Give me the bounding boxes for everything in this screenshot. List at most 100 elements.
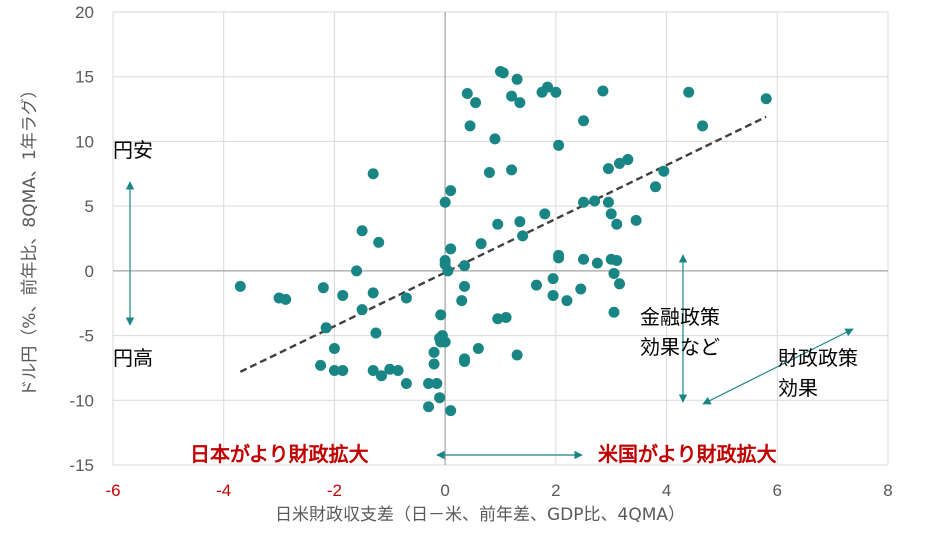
- scatter-point: [464, 120, 476, 132]
- scatter-point: [483, 166, 495, 178]
- scatter-point: [367, 168, 379, 180]
- scatter-point: [392, 365, 404, 377]
- scatter-point: [630, 214, 642, 226]
- y-tick-label: -10: [69, 391, 94, 410]
- scatter-point: [431, 377, 443, 389]
- scatter-point: [428, 346, 440, 358]
- x-tick-label: 8: [883, 481, 892, 500]
- scatter-point: [423, 377, 435, 389]
- scatter-point: [658, 165, 670, 177]
- scatter-point: [439, 336, 451, 348]
- scatter-point: [578, 115, 590, 127]
- scatter-point: [370, 327, 382, 339]
- scatter-point: [234, 280, 246, 292]
- scatter-point: [553, 249, 565, 261]
- scatter-point: [608, 306, 620, 318]
- y-tick-label: 0: [85, 262, 94, 281]
- scatter-point: [351, 265, 363, 277]
- trendline: [239, 115, 767, 373]
- yen-strong-label: 円高: [113, 346, 153, 370]
- x-tick-label: 0: [440, 481, 449, 500]
- scatter-point: [445, 185, 457, 197]
- yen-weak-label: 円安: [113, 138, 153, 162]
- y-axis-title: ドル円（%、前年比、8QMA、1年ラグ）: [20, 81, 40, 396]
- scatter-point: [445, 405, 457, 417]
- zero-axes: [113, 12, 888, 465]
- y-tick-label: -15: [69, 456, 94, 475]
- scatter-point: [328, 365, 340, 377]
- scatter-point: [280, 293, 292, 305]
- scatter-point: [506, 90, 518, 102]
- scatter-point: [622, 154, 634, 166]
- x-tick-label: -2: [327, 481, 342, 500]
- fiscal-policy-label-line1: 財政政策: [778, 346, 858, 370]
- scatter-point: [517, 230, 529, 242]
- x-tick-label: 2: [551, 481, 560, 500]
- scatter-point: [317, 282, 329, 294]
- scatter-point: [506, 164, 518, 176]
- tick-labels: -6 -4 -2 0 2 4 6 8 -15 -10 -5 0 5 10 15 20: [69, 3, 892, 500]
- scatter-point: [492, 218, 504, 230]
- scatter-point: [492, 313, 504, 325]
- scatter-point: [489, 133, 501, 145]
- scatter-point: [608, 267, 620, 279]
- scatter-point: [611, 218, 623, 230]
- scatter-point: [602, 163, 614, 175]
- annotations: 円安 円高 日本がより財政拡大 米国がより財政拡大 金融政策 効果など 財政政策…: [113, 138, 858, 466]
- scatter-point: [470, 97, 482, 109]
- scatter-point: [375, 370, 387, 382]
- monetary-policy-label-line2: 効果など: [640, 335, 720, 359]
- scatter-point: [514, 97, 526, 109]
- scatter-point: [459, 355, 471, 367]
- scatter-point: [428, 358, 440, 370]
- scatter-point: [367, 365, 379, 377]
- y-tick-label: 5: [85, 197, 94, 216]
- annotation-arrows: [125, 181, 854, 460]
- gridlines: [112, 11, 889, 466]
- scatter-point: [373, 236, 385, 248]
- scatter-point: [472, 343, 484, 355]
- scatter-point: [459, 260, 471, 272]
- scatter-point: [434, 392, 446, 404]
- scatter-point: [650, 181, 661, 193]
- scatter-point: [542, 81, 554, 93]
- scatter-point: [614, 157, 626, 169]
- regression-trendline: [239, 115, 767, 373]
- y-tick-label: 10: [75, 132, 94, 151]
- scatter-point: [337, 289, 349, 301]
- x-tick-label: 6: [773, 481, 782, 500]
- y-tick-label: -5: [79, 327, 94, 346]
- scatter-point: [356, 304, 368, 316]
- scatter-point: [511, 349, 523, 361]
- scatter-point: [530, 279, 542, 291]
- scatter-point: [547, 289, 559, 301]
- scatter-point: [445, 243, 457, 255]
- scatter-point: [591, 257, 603, 269]
- fiscal-policy-label-line2: 効果: [778, 376, 818, 400]
- scatter-point: [589, 195, 601, 207]
- scatter-point: [511, 73, 523, 85]
- monetary-policy-label-line1: 金融政策: [640, 305, 720, 329]
- scatter-point: [561, 295, 573, 307]
- x-tick-label: -4: [216, 481, 231, 500]
- scatter-point: [400, 377, 412, 389]
- scatter-point: [423, 401, 435, 413]
- scatter-point: [760, 93, 772, 105]
- scatter-point: [367, 287, 379, 299]
- scatter-point: [337, 365, 349, 377]
- scatter-point: [456, 295, 468, 307]
- scatter-point: [461, 88, 473, 100]
- scatter-point: [575, 283, 587, 295]
- scatter-point: [578, 253, 590, 265]
- scatter-point: [539, 208, 551, 220]
- scatter-point: [328, 343, 340, 355]
- japan-fiscal-label: 日本がより財政拡大: [190, 442, 369, 466]
- scatter-point: [597, 85, 609, 97]
- scatter-point: [356, 225, 368, 237]
- scatter-point: [578, 196, 590, 208]
- scatter-point: [475, 238, 487, 250]
- scatter-point: [439, 196, 451, 208]
- scatter-point: [400, 292, 412, 304]
